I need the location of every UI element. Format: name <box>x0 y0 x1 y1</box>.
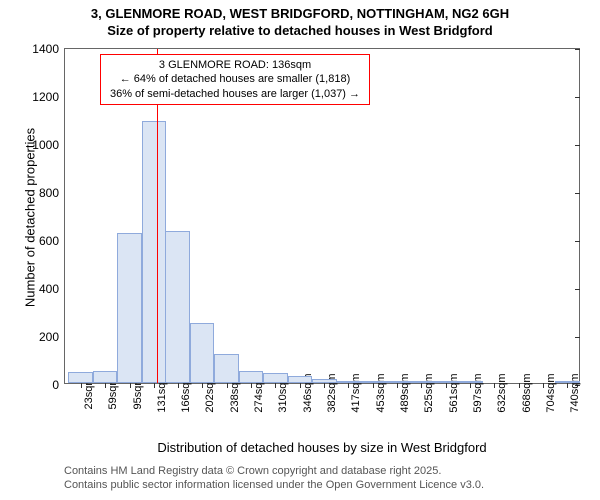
y-tick-mark <box>575 241 580 242</box>
x-tick-mark <box>494 383 495 388</box>
y-tick-label: 0 <box>52 378 65 392</box>
x-tick-mark <box>446 383 447 388</box>
x-tick-mark <box>81 383 82 388</box>
y-axis-label: Number of detached properties <box>23 118 38 318</box>
attribution-line-1: Contains HM Land Registry data © Crown c… <box>64 464 484 478</box>
annotation-box: 3 GLENMORE ROAD: 136sqm← 64% of detached… <box>100 54 370 105</box>
y-tick-mark <box>575 49 580 50</box>
chart-container: 3, GLENMORE ROAD, WEST BRIDGFORD, NOTTIN… <box>0 0 600 500</box>
histogram-bar <box>117 233 141 383</box>
y-tick-label: 1200 <box>32 90 65 104</box>
x-tick-mark <box>202 383 203 388</box>
histogram-bar <box>190 323 214 383</box>
x-tick-label: 453sqm <box>373 373 387 412</box>
y-tick-mark <box>575 193 580 194</box>
histogram-bar <box>336 381 360 383</box>
x-tick-mark <box>105 383 106 388</box>
x-tick-label: 525sqm <box>421 373 435 412</box>
title-line-1: 3, GLENMORE ROAD, WEST BRIDGFORD, NOTTIN… <box>0 6 600 23</box>
y-tick-mark <box>575 289 580 290</box>
annotation-line-2: ← 64% of detached houses are smaller (1,… <box>107 72 363 86</box>
x-tick-label: 668sqm <box>519 373 533 412</box>
x-tick-mark <box>373 383 374 388</box>
x-tick-mark <box>275 383 276 388</box>
y-tick-mark <box>575 97 580 98</box>
annotation-line-1: 3 GLENMORE ROAD: 136sqm <box>107 58 363 72</box>
x-tick-label: 632sqm <box>494 373 508 412</box>
x-tick-mark <box>421 383 422 388</box>
histogram-bar <box>68 372 92 383</box>
x-tick-mark <box>178 383 179 388</box>
x-tick-mark <box>543 383 544 388</box>
x-tick-label: 597sqm <box>470 373 484 412</box>
title-line-2: Size of property relative to detached ho… <box>0 23 600 40</box>
x-tick-label: 489sqm <box>397 373 411 412</box>
histogram-bar <box>165 231 189 383</box>
histogram-bar <box>288 376 312 383</box>
histogram-bar <box>360 381 384 383</box>
histogram-bar <box>214 354 238 383</box>
attribution: Contains HM Land Registry data © Crown c… <box>64 464 484 493</box>
histogram-bar <box>434 381 458 383</box>
histogram-bar <box>142 121 166 383</box>
attribution-line-2: Contains public sector information licen… <box>64 478 484 492</box>
y-tick-label: 1400 <box>32 42 65 56</box>
x-axis-label: Distribution of detached houses by size … <box>64 440 580 455</box>
x-tick-mark <box>227 383 228 388</box>
y-tick-label: 200 <box>39 330 65 344</box>
x-tick-label: 740sqm <box>567 373 581 412</box>
x-tick-label: 417sqm <box>348 373 362 412</box>
y-tick-label: 800 <box>39 186 65 200</box>
histogram-bar <box>312 379 336 383</box>
x-tick-label: 704sqm <box>543 373 557 412</box>
histogram-bar <box>409 381 433 383</box>
histogram-bar <box>458 381 482 383</box>
histogram-bar <box>93 371 117 383</box>
annotation-line-3: 36% of semi-detached houses are larger (… <box>107 87 363 101</box>
x-tick-mark <box>397 383 398 388</box>
x-tick-mark <box>324 383 325 388</box>
x-tick-label: 561sqm <box>446 373 460 412</box>
histogram-bar <box>555 381 579 383</box>
histogram-bar <box>385 381 409 383</box>
y-tick-label: 600 <box>39 234 65 248</box>
histogram-bar <box>263 373 287 383</box>
x-tick-mark <box>300 383 301 388</box>
chart-title: 3, GLENMORE ROAD, WEST BRIDGFORD, NOTTIN… <box>0 0 600 40</box>
y-tick-label: 400 <box>39 282 65 296</box>
x-tick-mark <box>519 383 520 388</box>
y-tick-mark <box>575 145 580 146</box>
x-tick-mark <box>567 383 568 388</box>
x-tick-mark <box>470 383 471 388</box>
x-tick-mark <box>154 383 155 388</box>
x-tick-mark <box>130 383 131 388</box>
histogram-bar <box>239 371 263 383</box>
x-tick-mark <box>348 383 349 388</box>
y-tick-mark <box>575 337 580 338</box>
x-tick-mark <box>251 383 252 388</box>
